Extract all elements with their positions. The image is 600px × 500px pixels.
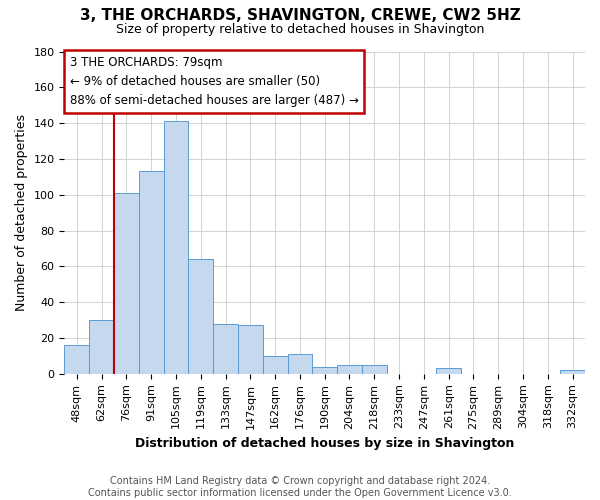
Text: 3 THE ORCHARDS: 79sqm
← 9% of detached houses are smaller (50)
88% of semi-detac: 3 THE ORCHARDS: 79sqm ← 9% of detached h…	[70, 56, 358, 108]
Bar	[188, 259, 213, 374]
Bar	[362, 365, 386, 374]
Bar	[64, 345, 89, 374]
Bar	[337, 365, 362, 374]
X-axis label: Distribution of detached houses by size in Shavington: Distribution of detached houses by size …	[135, 437, 514, 450]
Text: 3, THE ORCHARDS, SHAVINGTON, CREWE, CW2 5HZ: 3, THE ORCHARDS, SHAVINGTON, CREWE, CW2 …	[80, 8, 520, 22]
Bar	[114, 193, 139, 374]
Bar	[436, 368, 461, 374]
Bar	[139, 172, 164, 374]
Bar	[164, 122, 188, 374]
Y-axis label: Number of detached properties: Number of detached properties	[15, 114, 28, 311]
Bar	[263, 356, 287, 374]
Bar	[238, 326, 263, 374]
Bar	[213, 324, 238, 374]
Bar	[287, 354, 313, 374]
Text: Contains HM Land Registry data © Crown copyright and database right 2024.
Contai: Contains HM Land Registry data © Crown c…	[88, 476, 512, 498]
Bar	[560, 370, 585, 374]
Text: Size of property relative to detached houses in Shavington: Size of property relative to detached ho…	[116, 22, 484, 36]
Bar	[89, 320, 114, 374]
Bar	[313, 366, 337, 374]
